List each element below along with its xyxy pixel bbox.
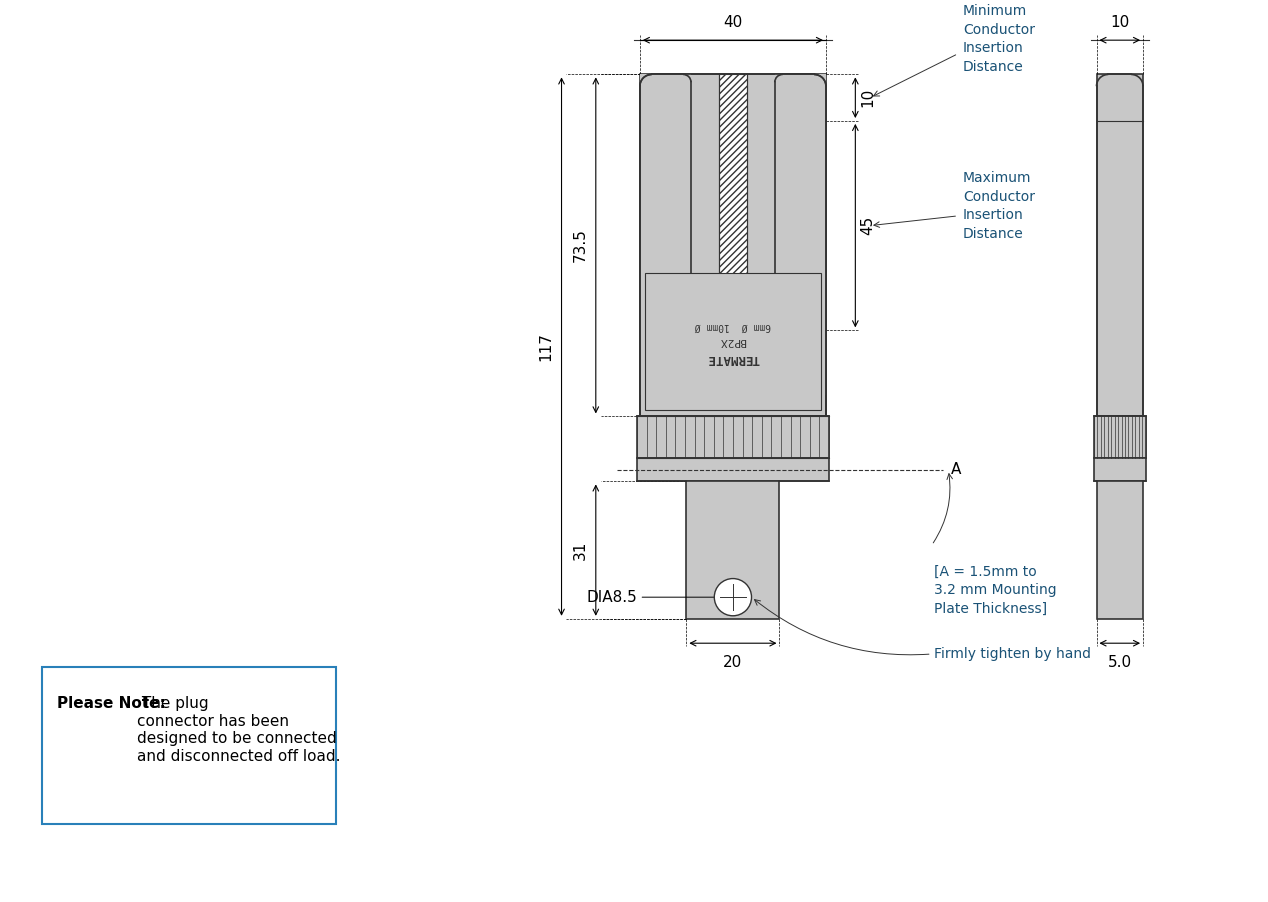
- Bar: [640, 75, 691, 395]
- Bar: [640, 75, 825, 417]
- Text: 6mm Ø  10mm Ø: 6mm Ø 10mm Ø: [695, 321, 771, 331]
- Bar: [644, 272, 822, 410]
- Text: DIA8.5: DIA8.5: [587, 590, 638, 604]
- Circle shape: [714, 578, 752, 616]
- Text: 5.0: 5.0: [1108, 655, 1132, 670]
- Text: Please Note:: Please Note:: [57, 696, 166, 712]
- Bar: [686, 482, 780, 619]
- Text: 10: 10: [860, 88, 875, 107]
- Text: 31: 31: [573, 540, 588, 560]
- Text: A: A: [951, 463, 961, 477]
- Bar: [1093, 458, 1146, 482]
- Bar: [775, 75, 825, 395]
- Bar: [1097, 75, 1142, 417]
- Text: TERMATE: TERMATE: [706, 353, 760, 365]
- Bar: [719, 75, 747, 289]
- Polygon shape: [640, 75, 652, 87]
- Text: BP2X: BP2X: [719, 336, 747, 346]
- Text: The plug
connector has been
designed to be connected
and disconnected off load.: The plug connector has been designed to …: [137, 696, 341, 763]
- Text: Minimum
Conductor
Insertion
Distance: Minimum Conductor Insertion Distance: [964, 5, 1035, 74]
- Text: Maximum
Conductor
Insertion
Distance: Maximum Conductor Insertion Distance: [964, 171, 1035, 241]
- Bar: [1093, 417, 1146, 458]
- Text: 10: 10: [1111, 15, 1130, 31]
- Text: Firmly tighten by hand: Firmly tighten by hand: [933, 647, 1090, 661]
- Text: [A = 1.5mm to
3.2 mm Mounting
Plate Thickness]: [A = 1.5mm to 3.2 mm Mounting Plate Thic…: [933, 565, 1056, 615]
- Bar: [637, 458, 829, 482]
- Bar: [1097, 482, 1142, 619]
- Text: 40: 40: [723, 15, 743, 31]
- Bar: [637, 417, 829, 458]
- Text: 45: 45: [860, 216, 875, 235]
- Text: 117: 117: [539, 332, 554, 361]
- Text: 20: 20: [723, 655, 743, 670]
- Polygon shape: [814, 75, 825, 87]
- Bar: [42, 667, 336, 824]
- Text: 73.5: 73.5: [573, 228, 588, 262]
